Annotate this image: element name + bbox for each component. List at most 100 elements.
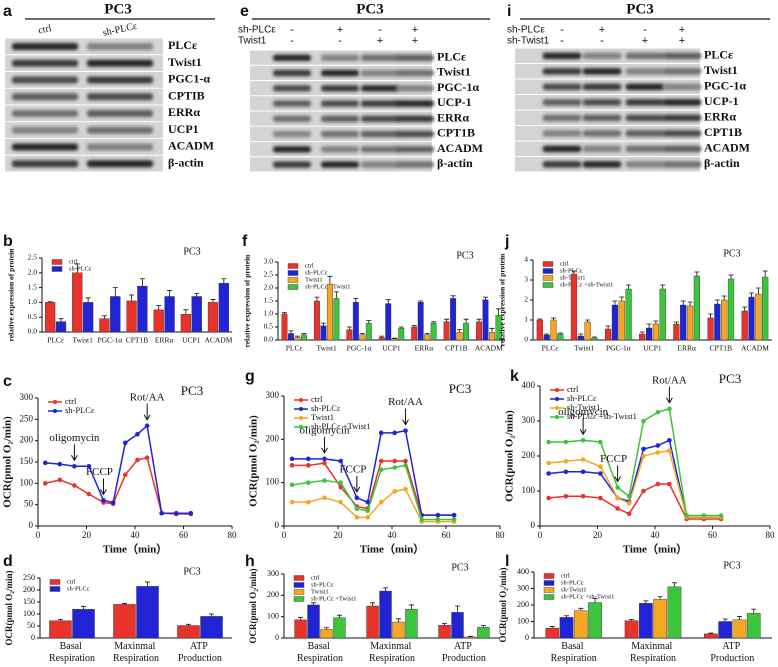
error-bar	[210, 299, 216, 303]
protein-label: CPT1B	[437, 126, 475, 140]
blot-band	[582, 52, 622, 60]
bar	[652, 323, 660, 341]
panel-letter: f	[242, 233, 248, 250]
error-bar	[379, 335, 385, 338]
legend-label: sh-Twist1	[561, 586, 587, 593]
error-bar	[489, 327, 495, 333]
error-bar	[301, 333, 307, 335]
error-bar	[370, 602, 376, 606]
error-bar	[281, 312, 287, 314]
point	[392, 430, 398, 436]
error-bar	[58, 318, 64, 322]
error-bar	[444, 318, 450, 322]
x-tick-label: ATP Production	[442, 641, 486, 664]
bar	[476, 321, 483, 341]
blot-band	[662, 114, 702, 122]
x-tick-label: ATP Production	[710, 641, 754, 664]
point	[641, 453, 646, 459]
blot-strip	[5, 88, 163, 105]
point	[667, 448, 672, 454]
blot-band	[582, 83, 622, 91]
blot-band	[86, 76, 154, 84]
legend-swatch	[287, 284, 299, 290]
blot-band	[360, 69, 400, 77]
blot-band	[582, 145, 622, 153]
blot-band	[662, 68, 702, 75]
legend-label: sh-PLCε	[567, 393, 597, 403]
error-bar	[592, 598, 598, 603]
x-tick-label: ACADM	[204, 336, 232, 345]
x-tick-label: PLCε	[47, 336, 64, 345]
legend-marker	[53, 400, 57, 404]
x-tick-label: 0	[538, 530, 543, 540]
blot-band	[320, 115, 360, 122]
legend-swatch	[287, 263, 299, 269]
bar	[430, 322, 437, 341]
bar	[153, 309, 164, 333]
y-tick-label: 200	[23, 585, 35, 594]
x-tick-label: PLCε	[542, 344, 559, 353]
point	[144, 455, 150, 461]
blot-band	[662, 99, 702, 106]
error-bar	[736, 616, 742, 620]
y-axis-label: relative expression of protein	[7, 248, 16, 342]
blot-title: PC3	[104, 1, 132, 17]
panel-letter: g	[245, 368, 255, 385]
annotation: Rot/AA	[652, 374, 687, 386]
blot-band	[662, 83, 702, 91]
legend-label: ctrl	[311, 394, 323, 404]
x-tick-label: Twist1	[73, 336, 94, 345]
legend-swatch	[293, 575, 305, 581]
bar	[707, 317, 714, 341]
point	[546, 439, 551, 445]
blot-strip	[5, 72, 163, 88]
bar	[545, 627, 560, 639]
y-tick-label: 2	[524, 295, 528, 304]
bar	[570, 273, 578, 341]
bar	[463, 322, 470, 341]
series-line	[548, 483, 722, 520]
annotation-arrow	[70, 444, 78, 462]
legend-swatch	[293, 589, 305, 595]
chart-title: PC3	[181, 383, 203, 398]
bar	[718, 621, 733, 639]
blot-strip	[5, 55, 163, 71]
y-tick-label: 0.0	[264, 335, 274, 344]
x-tick-label: Maxinmal Respiration	[630, 641, 676, 664]
y-tick-label: 1.0	[264, 309, 274, 318]
chart-title: PC3	[451, 562, 468, 573]
y-tick-label: 300	[20, 392, 34, 402]
x-tick-label-line: ATP	[722, 641, 742, 652]
x-tick-label-line: Maxinmal	[370, 641, 414, 652]
condition-label: sh-Twist1	[507, 36, 550, 47]
legend-swatch	[543, 594, 555, 600]
point	[403, 486, 408, 492]
point	[365, 508, 371, 514]
annotation-arrow	[353, 475, 361, 493]
y-tick-label: 0	[29, 520, 34, 530]
blot-band	[662, 130, 702, 137]
point	[354, 506, 360, 511]
bar	[72, 609, 95, 639]
x-tick-label: PGC-1α	[606, 344, 631, 353]
blot-band	[272, 130, 312, 138]
blot-band	[395, 54, 435, 61]
x-tick-label-line: Basal	[60, 641, 85, 652]
condition-label: Twist1	[238, 36, 267, 47]
protein-label: ERRα	[437, 110, 469, 124]
blot-band	[272, 85, 312, 92]
point	[338, 480, 344, 485]
blot-band	[395, 100, 435, 107]
y-axis-label: OCR(pmol O₂/min)	[4, 571, 14, 646]
series-line	[548, 407, 722, 517]
x-tick-label-line: Respiration	[113, 653, 159, 664]
legend-swatch	[287, 270, 299, 276]
blot-band	[625, 99, 665, 106]
error-bar	[298, 616, 304, 620]
legend-label: sh-PLCε	[67, 585, 90, 592]
y-axis-label: OCR(pmol O₂/min)	[248, 415, 260, 507]
x-tick-label-line: Production	[442, 653, 486, 664]
error-bar	[605, 325, 611, 329]
bar	[550, 319, 557, 341]
